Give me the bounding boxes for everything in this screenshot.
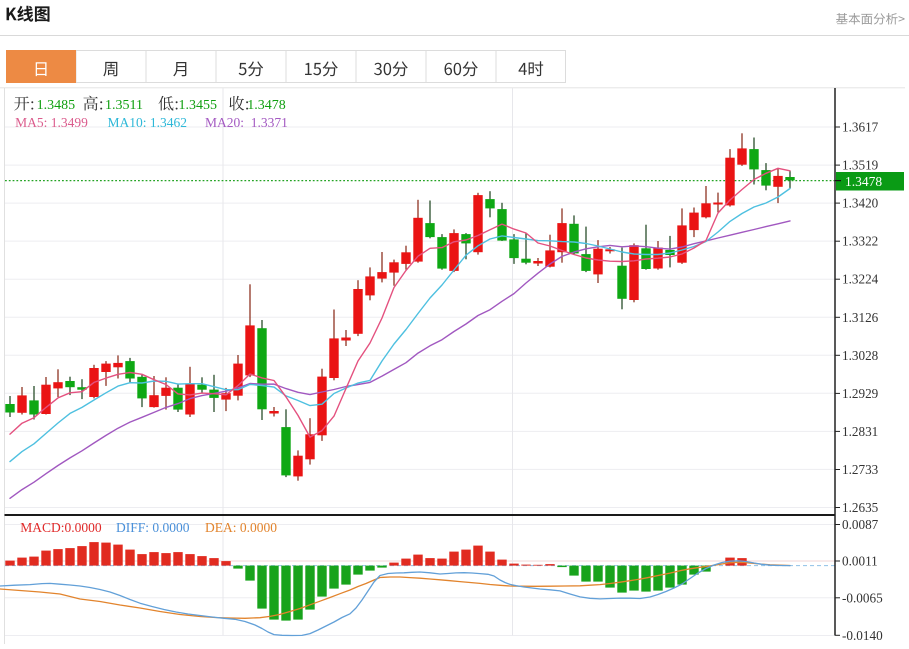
svg-text:1.3478: 1.3478: [247, 98, 285, 113]
svg-text:1.2635: 1.2635: [842, 500, 879, 515]
svg-text:1.3322: 1.3322: [842, 234, 878, 249]
svg-text:1.3511: 1.3511: [105, 98, 143, 113]
svg-text:MA5: 1.3499: MA5: 1.3499: [15, 115, 88, 130]
svg-text:MA20: 1.3371: MA20: 1.3371: [205, 115, 288, 130]
svg-text:1.3617: 1.3617: [842, 120, 879, 135]
svg-text:0.0087: 0.0087: [842, 517, 879, 532]
svg-text:1.3126: 1.3126: [842, 310, 879, 325]
svg-text:1.2929: 1.2929: [842, 386, 879, 401]
svg-text:1.2831: 1.2831: [842, 424, 878, 439]
svg-text:-0.0065: -0.0065: [842, 590, 883, 605]
svg-text:1.3455: 1.3455: [179, 98, 218, 113]
svg-text:1.3519: 1.3519: [842, 158, 879, 173]
svg-text:DEA: 0.0000: DEA: 0.0000: [205, 520, 277, 535]
svg-text:-0.0140: -0.0140: [842, 628, 883, 643]
svg-text:DIFF: 0.0000: DIFF: 0.0000: [116, 520, 190, 535]
svg-text:1.2733: 1.2733: [842, 462, 879, 477]
svg-text:MACD:0.0000: MACD:0.0000: [20, 520, 102, 535]
svg-text:1.3485: 1.3485: [37, 98, 76, 113]
svg-text:1.3478: 1.3478: [845, 174, 882, 189]
svg-text:0.0011: 0.0011: [842, 554, 878, 569]
svg-text:1.3224: 1.3224: [842, 272, 879, 287]
svg-text:1.3028: 1.3028: [842, 348, 879, 363]
svg-text:MA10: 1.3462: MA10: 1.3462: [108, 115, 188, 130]
svg-text:1.3420: 1.3420: [842, 196, 879, 211]
